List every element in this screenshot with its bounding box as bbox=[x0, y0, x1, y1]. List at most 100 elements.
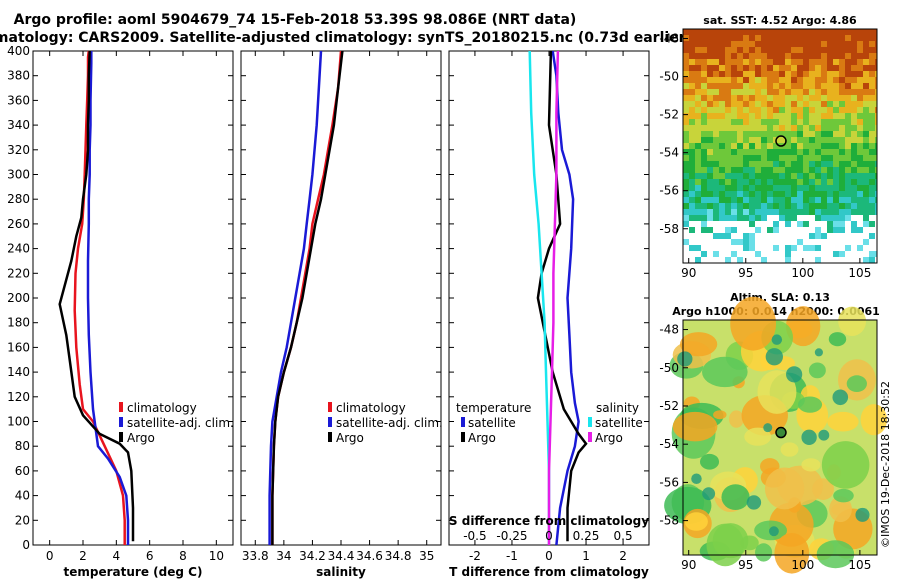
sst-cell bbox=[749, 155, 755, 161]
sst-cell bbox=[773, 185, 779, 191]
sst-cell bbox=[803, 71, 809, 77]
sst-cell bbox=[713, 71, 719, 77]
sst-cell bbox=[785, 209, 791, 215]
sst-cell bbox=[797, 179, 803, 185]
sst-cell bbox=[701, 59, 707, 65]
sst-cell bbox=[725, 47, 731, 53]
sst-cell bbox=[725, 143, 731, 149]
legend-swatch-t-argo bbox=[461, 432, 465, 442]
sla-blob bbox=[764, 467, 805, 510]
sst-cell bbox=[701, 149, 707, 155]
sst-cell bbox=[851, 155, 857, 161]
sst-cell bbox=[713, 209, 719, 215]
sst-cell bbox=[827, 95, 833, 101]
sst-cell bbox=[773, 83, 779, 89]
legend-s-argo: Argo bbox=[595, 431, 623, 445]
sst-cell bbox=[719, 65, 725, 71]
sst-cell bbox=[815, 161, 821, 167]
sst-cell bbox=[707, 143, 713, 149]
sst-cell bbox=[683, 197, 689, 203]
sst-cell bbox=[809, 41, 815, 47]
sst-cell bbox=[719, 95, 725, 101]
sst-cell bbox=[749, 47, 755, 53]
sst-cell bbox=[821, 179, 827, 185]
sst-cell bbox=[761, 131, 767, 137]
sst-cell bbox=[749, 59, 755, 65]
sst-cell bbox=[809, 47, 815, 53]
sst-cell bbox=[845, 137, 851, 143]
sst-cell bbox=[737, 71, 743, 77]
sst-cell bbox=[785, 35, 791, 41]
sst-cell bbox=[797, 209, 803, 215]
y-tick-label: 80 bbox=[15, 439, 30, 453]
sst-cell bbox=[683, 95, 689, 101]
sst-cell bbox=[695, 179, 701, 185]
x-tick-label: 34 bbox=[276, 549, 291, 563]
sst-cell bbox=[779, 137, 785, 143]
sst-cell bbox=[689, 149, 695, 155]
sst-cell bbox=[821, 161, 827, 167]
sst-cell bbox=[791, 53, 797, 59]
sst-cell bbox=[857, 173, 863, 179]
sst-cell bbox=[845, 185, 851, 191]
sst-cell bbox=[845, 65, 851, 71]
x-tick-label: 34.4 bbox=[328, 549, 355, 563]
sst-cell bbox=[797, 161, 803, 167]
sla-blob bbox=[801, 458, 821, 472]
sst-cell bbox=[869, 101, 875, 107]
sst-cell bbox=[683, 89, 689, 95]
sst-cell bbox=[863, 59, 869, 65]
sst-cell bbox=[815, 89, 821, 95]
sst-cell bbox=[749, 71, 755, 77]
sst-cell bbox=[731, 119, 737, 125]
sst-cell bbox=[743, 113, 749, 119]
sst-cell bbox=[809, 179, 815, 185]
sst-cell bbox=[863, 53, 869, 59]
sst-cell bbox=[767, 71, 773, 77]
sst-cell bbox=[827, 227, 833, 233]
sst-cell bbox=[833, 107, 839, 113]
sst-cell bbox=[767, 101, 773, 107]
sst-cell bbox=[833, 227, 839, 233]
sst-map bbox=[683, 29, 877, 263]
sst-cell bbox=[683, 185, 689, 191]
sst-cell bbox=[707, 83, 713, 89]
sst-cell bbox=[791, 83, 797, 89]
sst-cell bbox=[791, 29, 797, 35]
sst-cell bbox=[725, 101, 731, 107]
sst-cell bbox=[797, 191, 803, 197]
sst-cell bbox=[851, 29, 857, 35]
sst-cell bbox=[815, 41, 821, 47]
sst-cell bbox=[809, 77, 815, 83]
sst-cell bbox=[809, 173, 815, 179]
sst-cell bbox=[803, 167, 809, 173]
sst-cell bbox=[713, 191, 719, 197]
sla-blob bbox=[780, 442, 799, 457]
sst-cell bbox=[767, 209, 773, 215]
sst-cell bbox=[695, 41, 701, 47]
sst-cell bbox=[797, 71, 803, 77]
sst-cell bbox=[743, 47, 749, 53]
sst-cell bbox=[689, 209, 695, 215]
sst-cell bbox=[737, 101, 743, 107]
sst-cell bbox=[851, 53, 857, 59]
sst-cell bbox=[713, 203, 719, 209]
sst-cell bbox=[713, 149, 719, 155]
sst-cell bbox=[845, 167, 851, 173]
sst-cell bbox=[791, 47, 797, 53]
sla-blob bbox=[677, 351, 693, 367]
sla-blob bbox=[699, 453, 720, 470]
sst-cell bbox=[863, 35, 869, 41]
sst-cell bbox=[845, 83, 851, 89]
sst-cell bbox=[803, 161, 809, 167]
sst-cell bbox=[731, 209, 737, 215]
sst-cell bbox=[863, 191, 869, 197]
sst-cell bbox=[785, 155, 791, 161]
sst-cell bbox=[713, 155, 719, 161]
sst-cell bbox=[869, 107, 875, 113]
sst-cell bbox=[845, 173, 851, 179]
sst-cell bbox=[695, 149, 701, 155]
sst-cell bbox=[707, 191, 713, 197]
sst-cell bbox=[797, 143, 803, 149]
sst-cell bbox=[689, 95, 695, 101]
